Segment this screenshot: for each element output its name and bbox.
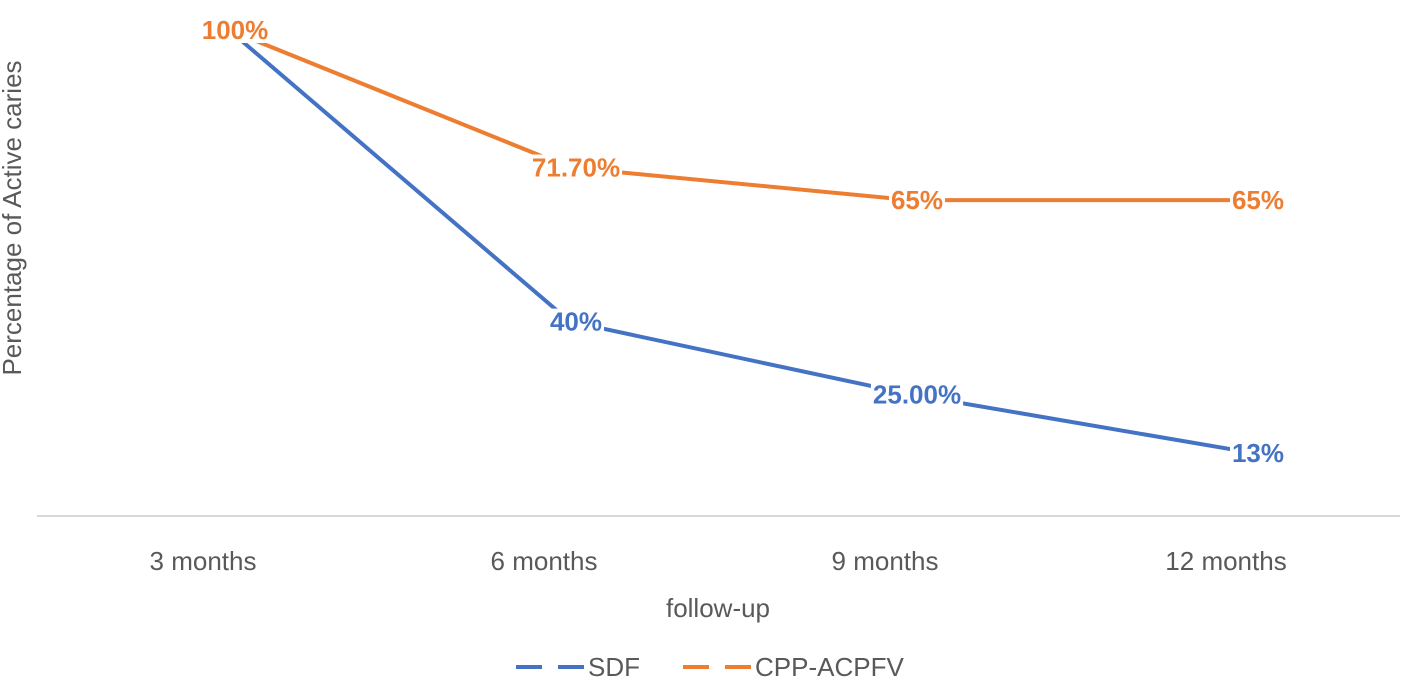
data-label-background: [870, 381, 964, 408]
data-label: 65%: [1232, 185, 1284, 215]
data-label: 40%: [550, 307, 602, 337]
data-label-background: [547, 308, 605, 335]
legend-label: SDF: [588, 652, 640, 682]
legend-label: CPP-ACPFV: [755, 652, 904, 682]
series-line-cpp-acpfv: [228, 28, 1252, 203]
series-lines: [227, 28, 1253, 455]
x-tick-label: 9 months: [832, 546, 939, 576]
x-tick-label: 3 months: [150, 546, 257, 576]
series-line-sdf: [227, 28, 1253, 455]
data-label-background: [1229, 187, 1287, 214]
data-label: 100%: [202, 15, 269, 45]
data-label-background: [888, 187, 946, 214]
x-tick-label: 12 months: [1165, 546, 1286, 576]
data-label-background: [199, 17, 271, 43]
data-labels: 40% 25.00% 13% 100% 71.70% 65% 65%: [199, 15, 1287, 468]
data-label: 13%: [1232, 438, 1284, 468]
y-axis-label: Percentage of Active caries: [0, 60, 27, 375]
data-label-background: [529, 154, 623, 181]
x-tick-label: 6 months: [491, 546, 598, 576]
data-label: 65%: [891, 185, 943, 215]
x-tick-labels: 3 months 6 months 9 months 12 months: [150, 546, 1287, 576]
legend: SDF CPP-ACPFV: [516, 652, 904, 682]
x-axis-label: follow-up: [666, 593, 770, 623]
data-label: 25.00%: [873, 380, 961, 410]
data-label: 71.70%: [532, 153, 620, 183]
data-label-background: [1229, 439, 1287, 466]
